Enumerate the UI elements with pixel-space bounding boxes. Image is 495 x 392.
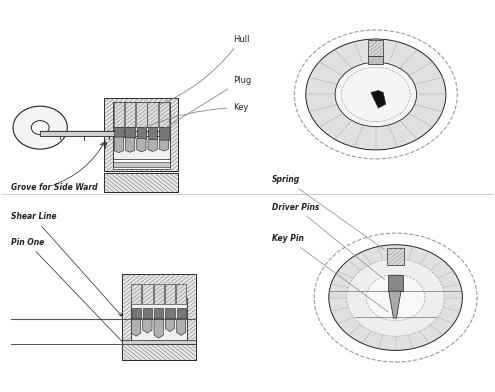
Bar [159,102,169,127]
Bar [136,102,147,127]
Bar [104,172,178,192]
Circle shape [366,274,425,321]
Text: Spring: Spring [272,175,385,250]
Polygon shape [165,319,175,332]
Circle shape [306,39,446,150]
Bar [154,308,163,319]
Circle shape [346,259,445,336]
Polygon shape [154,319,163,338]
Bar [387,248,404,265]
Bar [177,308,186,319]
Polygon shape [389,291,401,318]
Bar [165,284,175,304]
Bar [131,284,141,304]
Bar [368,40,383,56]
Circle shape [329,245,462,350]
Text: Driver Pins: Driver Pins [272,203,385,279]
Circle shape [365,273,427,322]
Bar [122,344,196,360]
Bar [143,308,152,319]
Polygon shape [143,319,152,333]
Polygon shape [371,91,386,108]
Text: Pin One: Pin One [10,238,122,342]
Polygon shape [177,319,186,336]
Bar [142,284,152,304]
Bar [40,131,167,136]
Bar [114,102,124,127]
Bar [114,127,124,137]
Text: Key Pin: Key Pin [272,234,389,312]
Bar [153,284,164,304]
Bar [113,159,169,169]
Polygon shape [148,140,157,151]
Circle shape [335,62,417,127]
Circle shape [31,121,49,135]
Polygon shape [125,138,135,152]
Bar [125,127,135,138]
Bar [148,127,157,140]
Text: Grove for Side Ward: Grove for Side Ward [10,183,97,192]
Bar [122,340,196,344]
Bar [148,102,158,127]
Polygon shape [114,137,124,152]
Text: Plug: Plug [163,76,251,129]
Polygon shape [159,140,168,151]
Bar [165,308,175,319]
Bar [159,127,168,140]
Bar [176,284,186,304]
Text: Hull: Hull [157,35,249,106]
Text: Shear Line: Shear Line [10,212,122,316]
Text: Key: Key [144,103,248,128]
Bar [113,162,169,167]
Bar [388,276,403,291]
Polygon shape [132,319,141,336]
Bar [125,102,135,127]
Bar [132,308,141,319]
Bar [113,102,169,167]
Polygon shape [137,139,146,152]
Bar [368,56,383,64]
Bar [104,98,178,171]
Circle shape [13,106,67,149]
Bar [137,127,146,139]
Bar [131,298,187,341]
Bar [122,274,196,345]
